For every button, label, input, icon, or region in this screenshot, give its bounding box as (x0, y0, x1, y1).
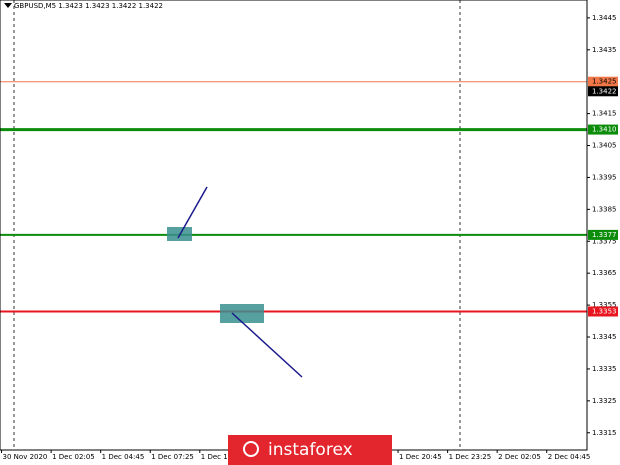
trend-line (177, 186, 208, 239)
level-label: 1.3425 (592, 78, 617, 86)
y-tick-label: 1.3415 (592, 110, 617, 118)
y-tick-label: 1.3435 (592, 46, 617, 54)
x-tick-label: 1 Dec 04:45 (102, 453, 145, 461)
y-tick-label: 1.3405 (592, 142, 617, 150)
plot: 1.3445 1.3435 1.3415 1.3405 1.3395 1.3385 1.33… (0, 14, 617, 461)
watermark-text: instaforex (268, 440, 353, 460)
level-label: 1.3353 (592, 307, 617, 315)
watermark-box (228, 435, 392, 465)
level-tag (588, 306, 618, 317)
y-tick-label: 1.3335 (592, 365, 617, 373)
y-tick-label: 1.3385 (592, 205, 617, 213)
y-tick-label: 1.3355 (592, 301, 617, 309)
x-tick-label: 1 Dec 10:05 (201, 453, 244, 461)
level-label: 1.3377 (592, 231, 617, 239)
level-tag (588, 76, 618, 87)
level-label: 1.3410 (592, 126, 617, 134)
y-tick-label: 1.3395 (592, 173, 617, 181)
y-tick-label: 1.3315 (592, 429, 617, 437)
level-tag (588, 229, 618, 240)
x-tick-label: 1 Dec 07:25 (151, 453, 194, 461)
symbol-menu-icon (4, 3, 12, 8)
x-tick-label: 1 Dec 20:45 (399, 453, 442, 461)
chart-title: GBPUSD,M5 1.3423 1.3423 1.3422 1.3422 (14, 2, 163, 10)
x-tick-label: 2 Dec 02:05 (498, 453, 541, 461)
trend-line (231, 312, 303, 378)
x-tick-label: 2 Dec 04:45 (548, 453, 591, 461)
y-tick-label: 1.3345 (592, 333, 617, 341)
y-tick-label: 1.3365 (592, 269, 617, 277)
last-price-label: 1.3422 (592, 87, 617, 95)
last-price-tag (588, 86, 618, 97)
x-tick-label: 1 Dec 23:25 (449, 453, 492, 461)
zone-box (220, 304, 264, 323)
y-tick-label: 1.3325 (592, 397, 617, 405)
watermark-logo (243, 441, 259, 457)
x-tick-label: 1 Dec 02:05 (52, 453, 95, 461)
level-tag (588, 124, 618, 135)
y-tick-label: 1.3445 (592, 14, 617, 22)
x-tick-label: 30 Nov 2020 (3, 453, 48, 461)
y-tick-label: 1.3375 (592, 237, 617, 245)
